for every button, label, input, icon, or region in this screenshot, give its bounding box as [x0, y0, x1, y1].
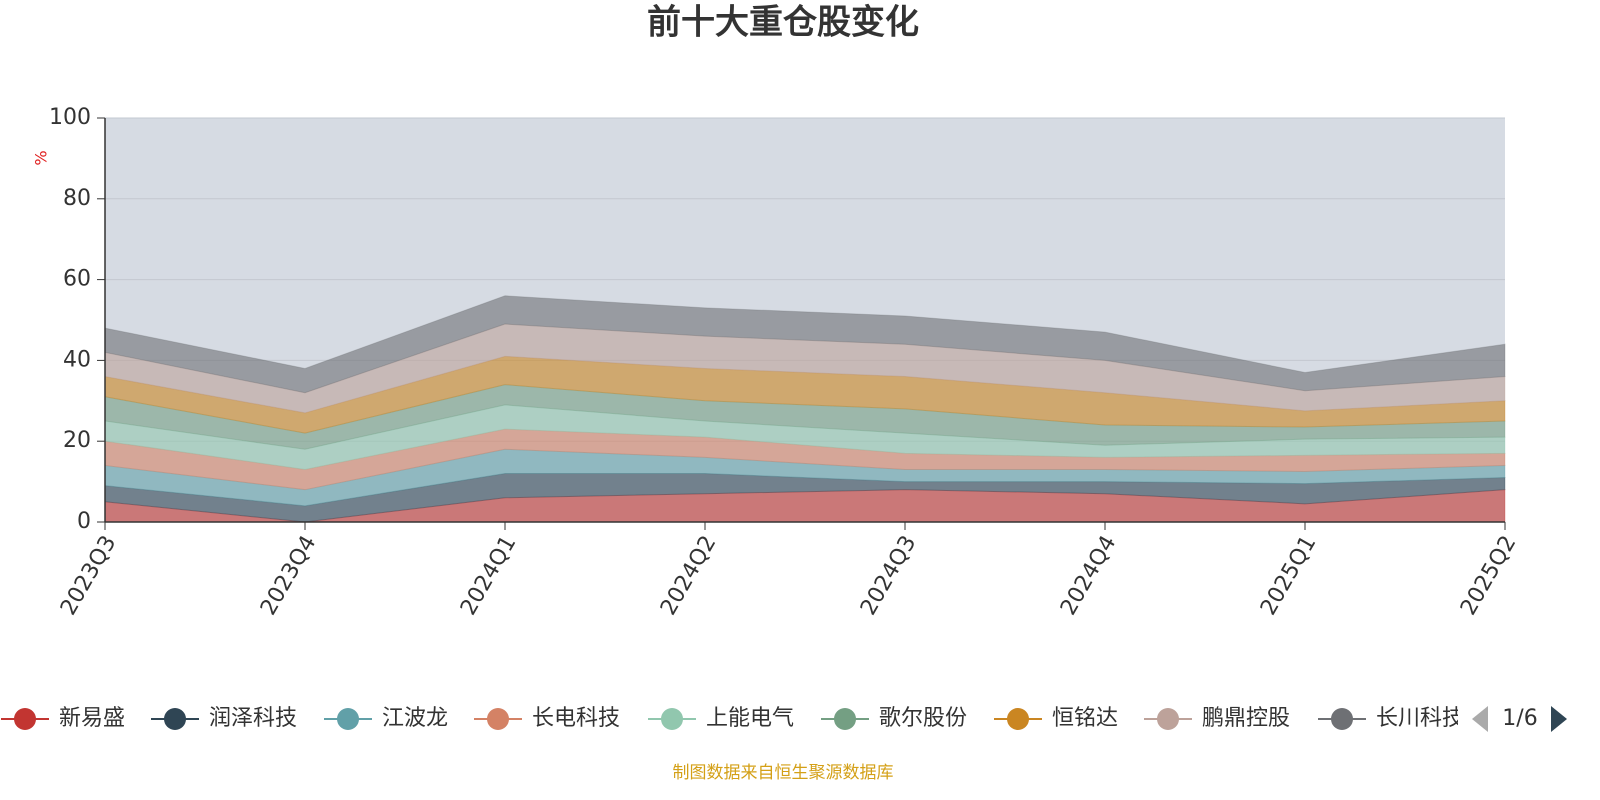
legend-page: 1/6: [1502, 706, 1537, 731]
legend-marker: [164, 708, 186, 730]
source-note: 制图数据来自恒生聚源数据库: [673, 763, 894, 783]
legend-label: 江波龙: [382, 706, 448, 731]
legend-prev[interactable]: [1472, 706, 1488, 732]
y-tick-label: 40: [63, 347, 91, 372]
plot-area: [104, 117, 1506, 523]
legend-marker: [661, 708, 683, 730]
chart-title: 前十大重仓股变化: [647, 3, 919, 43]
legend-marker: [487, 708, 509, 730]
legend-marker: [834, 708, 856, 730]
area: [104, 355, 1506, 434]
legend-label: 长电科技: [532, 706, 620, 731]
legend-label: 上能电气: [706, 706, 794, 731]
area: [104, 384, 1506, 450]
legend-label: 润泽科技: [209, 706, 297, 731]
x-tick-label: 2024Q2: [656, 532, 721, 620]
legend-next[interactable]: [1551, 706, 1567, 732]
legend-marker: [337, 708, 359, 730]
x-tick-label: 2025Q1: [1256, 532, 1321, 620]
legend-label: 歌尔股份: [879, 706, 967, 731]
x-tick-label: 2023Q3: [56, 532, 121, 620]
legend-marker: [1331, 708, 1353, 730]
legend: 新易盛 润泽科技 江波龙 长电科技 上能电气 歌尔股份 恒铭达 鹏鼎控股 长川科技: [1, 706, 1464, 731]
y-tick-label: 0: [77, 509, 91, 534]
area: [104, 295, 1506, 394]
x-tick-label: 2024Q3: [856, 532, 921, 620]
y-tick-label: 100: [49, 105, 91, 130]
legend-label: 新易盛: [59, 706, 125, 731]
area: [104, 448, 1506, 507]
x-tick-label: 2023Q4: [256, 532, 321, 620]
legend-marker: [1157, 708, 1179, 730]
x-tick-label: 2024Q4: [1056, 532, 1121, 620]
legend-label: 恒铭达: [1052, 706, 1118, 731]
x-tick-label: 2024Q1: [456, 532, 521, 620]
y-tick-label: 80: [63, 186, 91, 211]
area: [104, 428, 1506, 491]
legend-marker: [1007, 708, 1029, 730]
legend-label: 长川科技: [1376, 706, 1464, 731]
area: [104, 404, 1506, 470]
y-axis-label: %: [32, 150, 51, 165]
y-tick-label: 20: [63, 428, 91, 453]
legend-marker: [14, 708, 36, 730]
legend-label: 鹏鼎控股: [1202, 706, 1290, 731]
y-tick-label: 60: [63, 267, 91, 292]
x-tick-label: 2025Q2: [1456, 532, 1521, 620]
